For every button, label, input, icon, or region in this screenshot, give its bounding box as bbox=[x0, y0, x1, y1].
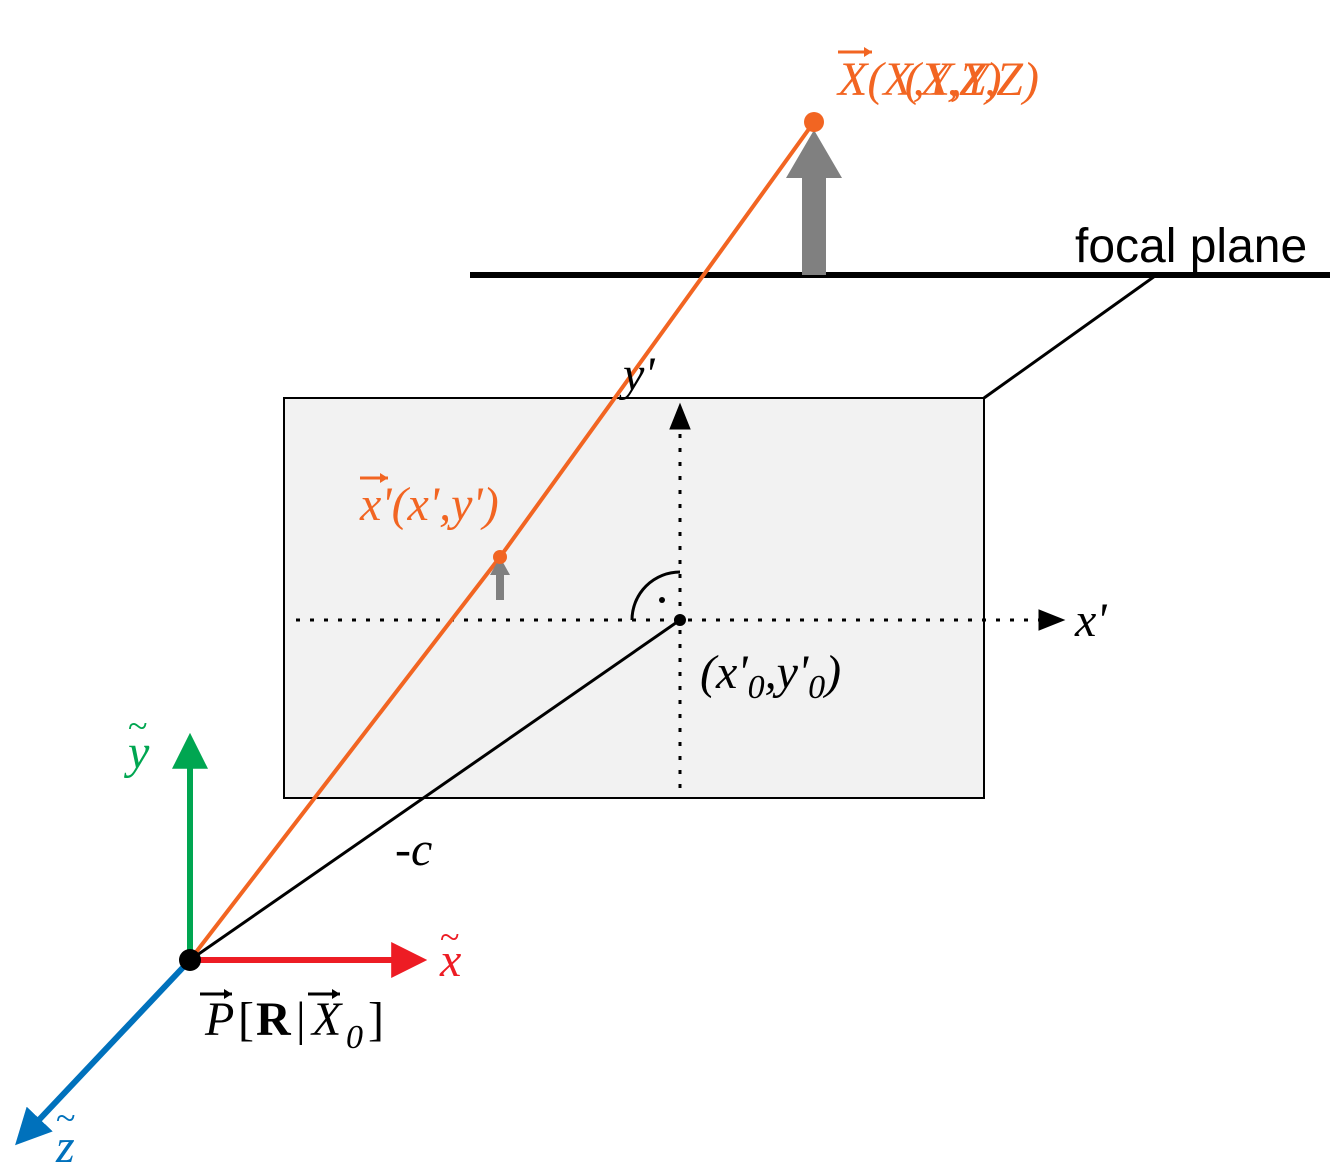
focal-plane-label: focal plane bbox=[1075, 220, 1307, 273]
svg-text:]: ] bbox=[368, 993, 384, 1046]
minus-c-label: -c bbox=[395, 823, 432, 876]
svg-text:X: X bbox=[310, 993, 343, 1046]
z-tilde-tilde: ~ bbox=[56, 1098, 75, 1138]
image-point-dot bbox=[493, 550, 507, 564]
svg-text:0: 0 bbox=[346, 1019, 363, 1056]
svg-text:[: [ bbox=[238, 993, 254, 1046]
camera-origin-dot bbox=[179, 949, 201, 971]
focal-to-image-connector bbox=[984, 276, 1155, 398]
svg-text:R: R bbox=[256, 993, 292, 1046]
svg-text:P: P bbox=[204, 993, 234, 1046]
x-prime-label: x' bbox=[1074, 594, 1107, 647]
image-point-label: x'(x',y') bbox=[359, 473, 499, 531]
svg-text:x'(x',y'): x'(x',y') bbox=[359, 478, 499, 531]
right-angle-dot bbox=[659, 597, 665, 603]
camera-pose-label: P [ R | X 0 ] bbox=[200, 989, 384, 1056]
world-point-label-text: X(X,Y,Z) bbox=[836, 53, 1002, 106]
image-plane-rect bbox=[284, 398, 984, 798]
y-prime-label: y' bbox=[618, 348, 655, 401]
world-point-dot bbox=[804, 112, 824, 132]
svg-text:|: | bbox=[296, 993, 306, 1046]
camera-projection-diagram: X⃗(X,Y,Z) X(X,Y,Z) focal plane y' x' x'(… bbox=[0, 0, 1337, 1172]
y-tilde-tilde: ~ bbox=[128, 706, 147, 746]
z-tilde-axis bbox=[20, 960, 190, 1140]
principal-point-dot bbox=[674, 614, 686, 626]
x-tilde-tilde: ~ bbox=[440, 917, 459, 957]
